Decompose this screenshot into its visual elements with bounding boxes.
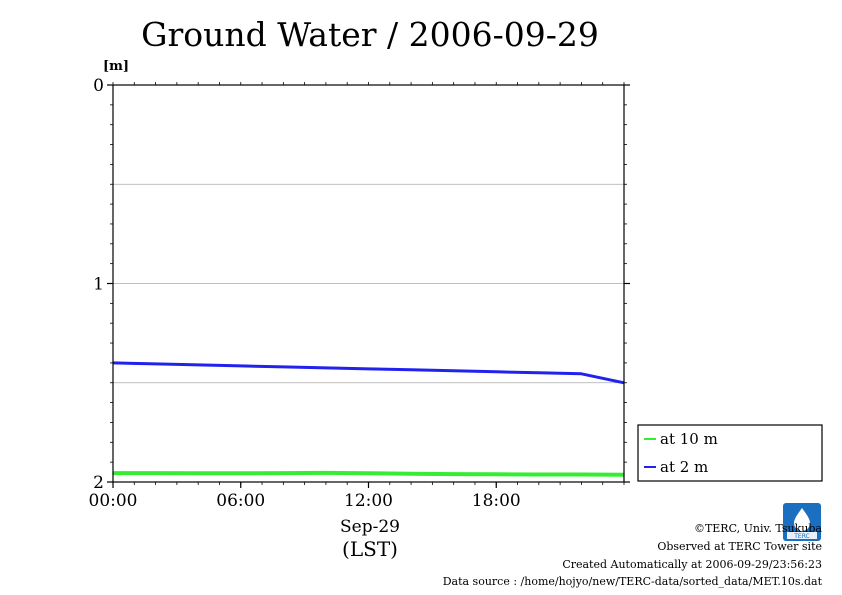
data-point bbox=[154, 363, 157, 365]
data-point bbox=[538, 473, 540, 476]
footer-observed: Observed at TERC Tower site bbox=[657, 540, 822, 553]
x-axis-label: Sep-29 bbox=[340, 517, 400, 537]
footer-copyright: ©TERC, Univ. Tsukuba bbox=[693, 522, 822, 535]
terc-logo-icon: TERC bbox=[783, 503, 821, 541]
y-tick-label-0: 0 bbox=[93, 76, 104, 96]
data-point bbox=[495, 371, 498, 373]
data-point bbox=[282, 472, 285, 474]
legend-label-2m: at 2 m bbox=[660, 458, 708, 476]
data-point bbox=[282, 366, 285, 368]
y-axis-unit: [m] bbox=[103, 59, 129, 74]
data-point bbox=[452, 370, 455, 372]
data-point bbox=[325, 472, 327, 474]
data-point bbox=[239, 365, 242, 367]
legend-box bbox=[637, 424, 823, 482]
data-point bbox=[239, 472, 242, 475]
legend: at 10 m at 2 m bbox=[637, 424, 823, 482]
data-point bbox=[154, 472, 157, 474]
data-point bbox=[197, 472, 199, 475]
data-point bbox=[452, 473, 455, 475]
y-ticks: 0 1 2 bbox=[93, 76, 630, 493]
series-layer bbox=[112, 361, 625, 477]
data-point bbox=[367, 472, 370, 475]
data-point bbox=[325, 367, 327, 369]
footer-created: Created Automatically at 2006-09-29/23:5… bbox=[562, 558, 822, 571]
svg-text:TERC: TERC bbox=[793, 533, 810, 540]
data-point bbox=[580, 373, 583, 375]
data-point bbox=[410, 472, 412, 475]
data-point bbox=[197, 364, 199, 366]
data-point bbox=[410, 369, 412, 371]
series-line-1 bbox=[112, 361, 625, 385]
footer-source: Data source : /home/hojyo/new/TERC-data/… bbox=[442, 575, 822, 588]
chart-title: Ground Water / 2006-09-29 bbox=[141, 15, 599, 54]
x-axis-sublabel: (LST) bbox=[342, 537, 398, 561]
legend-label-10m: at 10 m bbox=[660, 430, 718, 448]
y-tick-label-1: 1 bbox=[93, 275, 104, 295]
data-point bbox=[538, 372, 540, 374]
data-point bbox=[495, 473, 498, 476]
x-ticks: 00:00 06:00 12:00 18:00 bbox=[89, 82, 625, 511]
x-tick-label-2: 12:00 bbox=[344, 491, 393, 511]
x-tick-label-1: 06:00 bbox=[216, 491, 265, 511]
data-point bbox=[580, 473, 583, 476]
grid-lines bbox=[113, 183, 624, 384]
x-tick-label-3: 18:00 bbox=[472, 491, 521, 511]
y-tick-label-2: 2 bbox=[93, 473, 104, 493]
data-point bbox=[367, 368, 370, 370]
x-tick-label-0: 00:00 bbox=[89, 491, 138, 511]
